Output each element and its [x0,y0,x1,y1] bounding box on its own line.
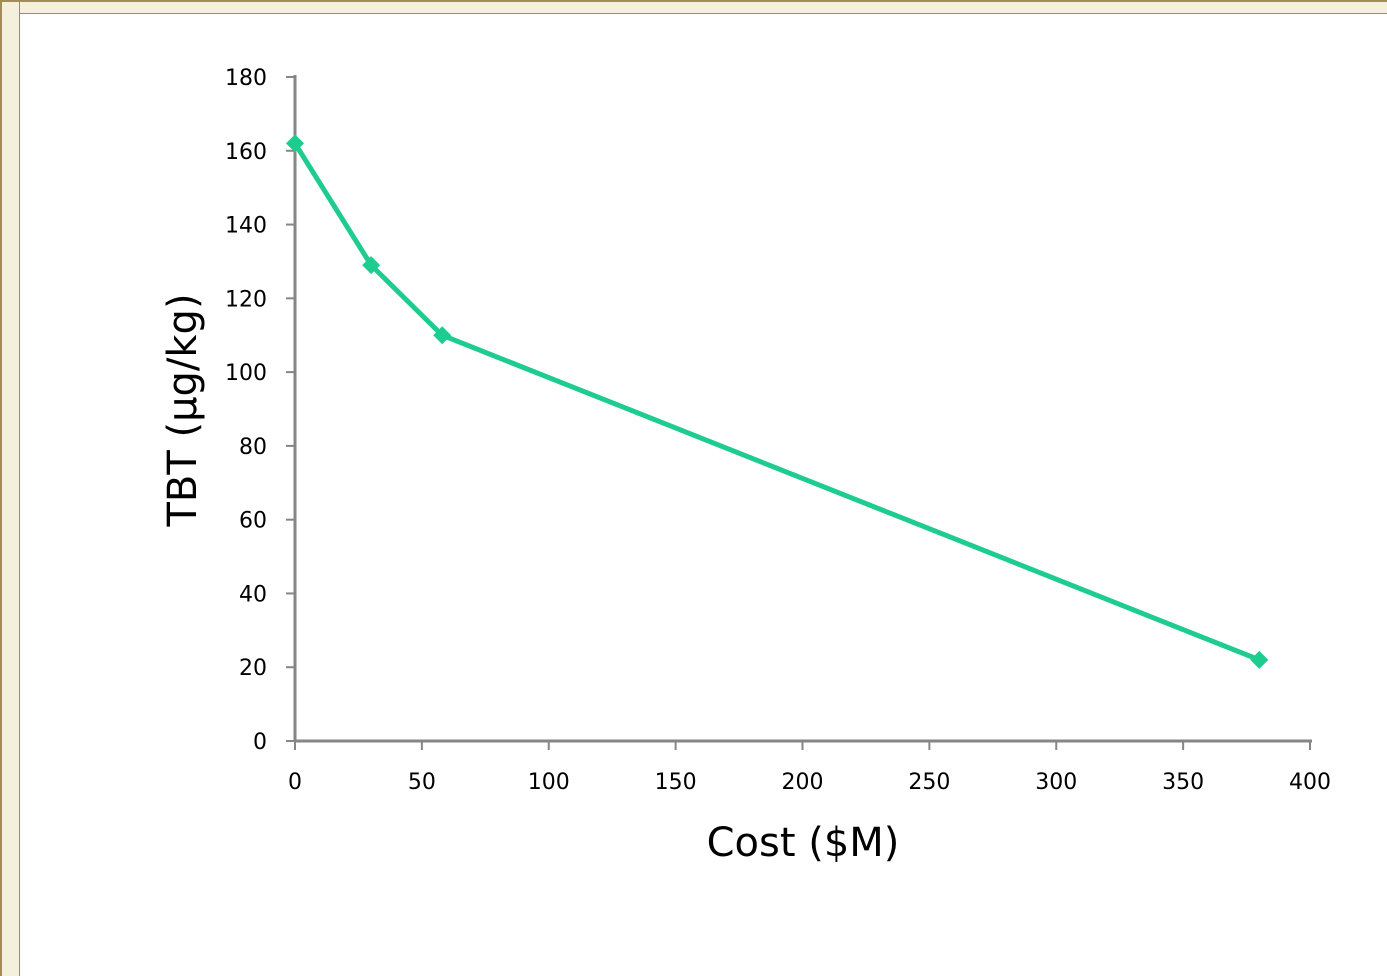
slide-border-top-line [0,0,1387,2]
x-tick-label: 0 [288,770,302,795]
x-tick-label: 150 [655,770,697,795]
y-tick-label: 80 [239,435,267,460]
series-line [292,142,1261,663]
slide-border-left-line [0,0,2,976]
y-tick-label: 140 [225,214,267,239]
y-tick-label: 180 [225,66,267,91]
slide-border-left [0,0,20,976]
data-point-marker [286,134,304,153]
x-tick-label: 50 [408,770,436,795]
y-tick-label: 0 [253,730,267,755]
y-tick-label: 120 [225,287,267,312]
y-axis-title: TBT (µg/kg) [160,293,206,527]
x-axis: 0 50 100 150 200 250 300 350 400 [288,739,1331,795]
y-tick-label: 40 [239,582,267,607]
x-tick-label: 300 [1035,770,1077,795]
x-tick-label: 250 [908,770,950,795]
data-point-marker [433,326,452,345]
x-tick-label: 100 [528,770,570,795]
series-group [286,134,1269,669]
y-tick-label: 60 [239,509,267,534]
y-tick-label: 100 [225,361,267,386]
data-point-marker [362,256,381,275]
y-axis: 0 20 40 60 80 100 120 140 160 180 [225,66,297,755]
x-tick-label: 350 [1162,770,1204,795]
x-axis-title: Cost ($M) [707,820,900,866]
data-point-marker [1250,650,1269,669]
y-tick-label: 160 [225,140,267,165]
slide-border-top [0,0,1387,14]
x-tick-label: 200 [782,770,824,795]
y-tick-label: 20 [239,656,267,681]
x-tick-label: 400 [1289,770,1331,795]
